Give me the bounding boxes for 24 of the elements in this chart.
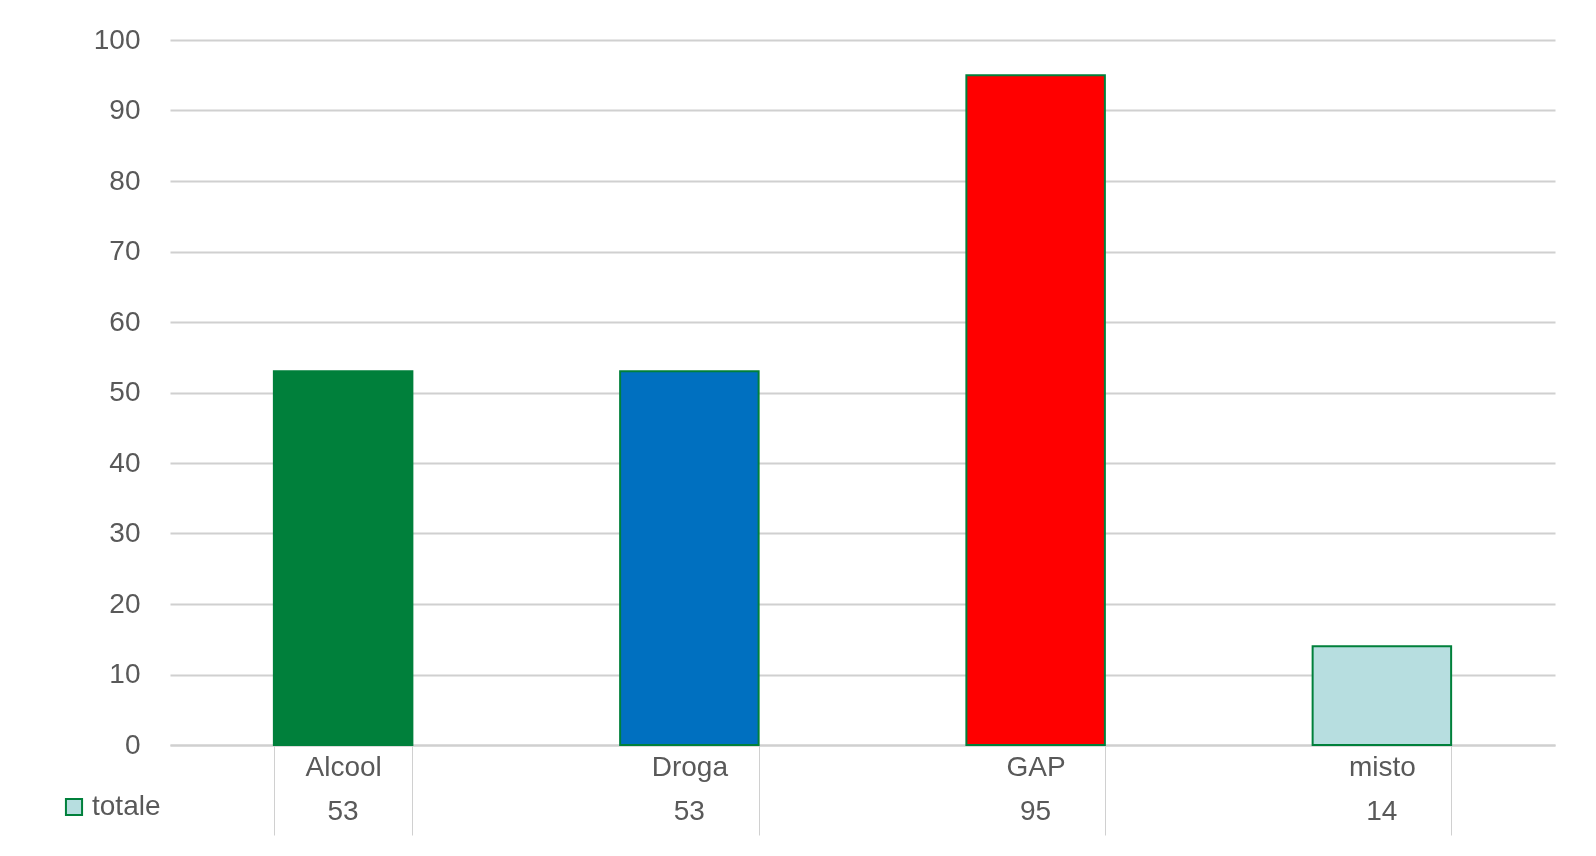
data-label: 53 — [673, 795, 705, 826]
x-tick-label: misto — [1348, 750, 1416, 782]
y-tick-label: 20 — [109, 587, 141, 619]
y-tick-label: 40 — [109, 446, 141, 478]
y-tick-label: 50 — [109, 376, 141, 407]
y-tick-label: 60 — [109, 305, 141, 337]
y-tick-label: 0 — [124, 728, 141, 760]
legend-label: totale — [92, 790, 161, 821]
x-tick-label: Alcool — [305, 750, 382, 782]
bar — [965, 74, 1106, 746]
y-tick-label: 10 — [109, 658, 141, 689]
data-label: 53 — [327, 795, 359, 826]
y-tick-label: 100 — [93, 23, 141, 55]
bar — [272, 370, 414, 746]
y-tick-label: 70 — [109, 235, 141, 266]
y-tick-label: 90 — [109, 94, 141, 125]
x-tick-label: Droga — [651, 750, 729, 782]
data-label: 14 — [1366, 795, 1398, 826]
data-label: 95 — [1020, 795, 1052, 826]
bar — [619, 370, 760, 746]
y-tick-label: 30 — [109, 517, 141, 548]
bar — [1311, 645, 1453, 746]
x-tick-label: GAP — [1006, 750, 1066, 782]
y-tick-label: 80 — [109, 164, 141, 196]
